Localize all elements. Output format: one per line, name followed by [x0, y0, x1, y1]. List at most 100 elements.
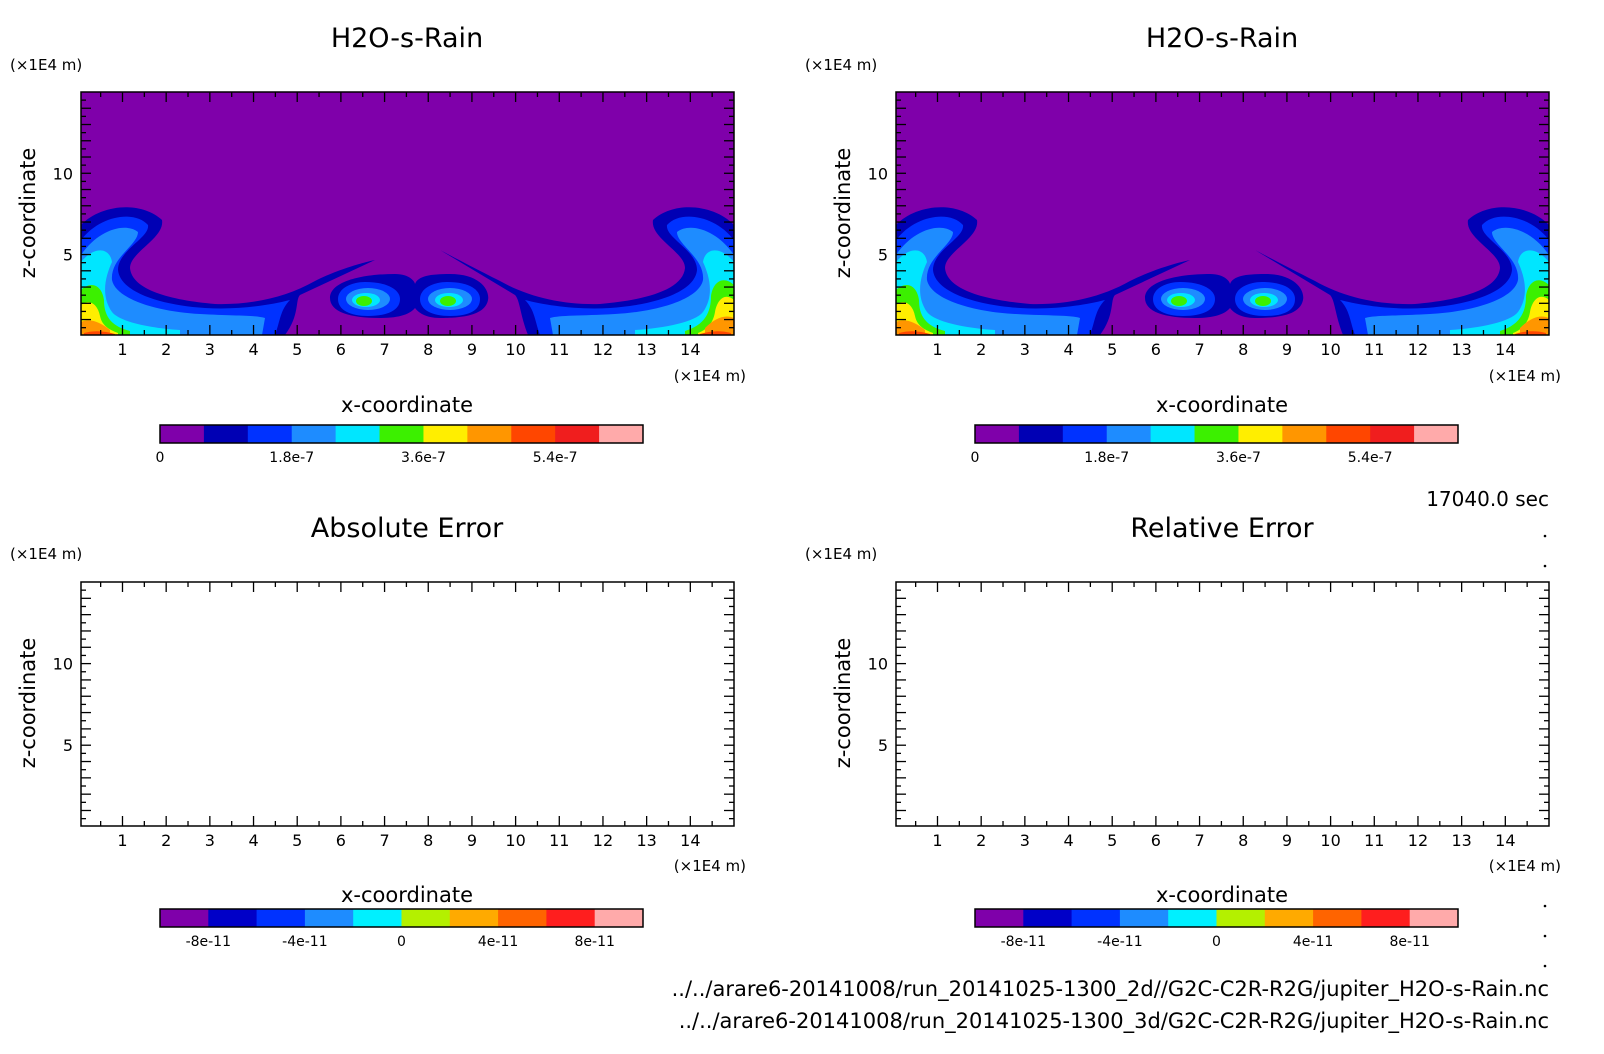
edge-dots [1543, 534, 1547, 968]
colorbar-swatch [975, 425, 1020, 443]
colorbar-tick-label: 0 [156, 450, 165, 466]
contour-band [1255, 296, 1271, 306]
x-tick-label: 11 [1364, 340, 1384, 359]
panel-rain-right: H2O-s-Rain (×1E4 m) 1 2 3 4 5 6 7 8 9 10 11 12 13 14 … [805, 23, 1561, 466]
colorbar-swatch [353, 909, 402, 927]
x-tick-label: 5 [292, 340, 302, 359]
x-tick-label: 2 [161, 340, 171, 359]
x-tick-label: 6 [1151, 340, 1161, 359]
x-axis-label: x-coordinate [1156, 393, 1288, 417]
colorbar-tick-label: -8e-11 [1001, 934, 1046, 950]
x-tick-label: 3 [1020, 340, 1030, 359]
colorbar-0: 0 1.8e-7 3.6e-7 5.4e-7 [156, 424, 644, 466]
x-tick-label: 4 [1063, 831, 1073, 850]
y-tick-label: 10 [53, 164, 73, 183]
rain-field [81, 92, 734, 335]
x-tick-label: 11 [1364, 831, 1384, 850]
x-tick-label: 13 [1451, 831, 1471, 850]
contour-band [550, 227, 734, 335]
panel-title: Relative Error [1130, 513, 1314, 544]
x-tick-label: 2 [161, 831, 171, 850]
x-tick-label: 5 [1107, 831, 1117, 850]
colorbar-swatch [594, 909, 644, 927]
contour-band [700, 331, 731, 335]
x-tick-label: 14 [1495, 340, 1515, 359]
colorbar-swatch [975, 909, 1024, 927]
x-unit-label: (×1E4 m) [674, 857, 746, 875]
panel-title: H2O-s-Rain [1146, 23, 1298, 54]
x-tick-label: 12 [1408, 340, 1428, 359]
contour-band [1365, 227, 1549, 335]
x-tick-label: 9 [1282, 340, 1292, 359]
colorbar-tick-label: 0 [397, 934, 406, 950]
plot-frame [80, 581, 735, 827]
x-ticks-2: 1 2 3 4 5 6 7 8 9 10 11 12 13 14 [100, 582, 713, 850]
rain-contours-0 [81, 92, 734, 335]
colorbar-tick-label: 1.8e-7 [269, 450, 314, 466]
panel-title: Absolute Error [311, 513, 504, 544]
x-unit-label: (×1E4 m) [1489, 367, 1561, 385]
x-tick-label: 4 [248, 340, 258, 359]
colorbar-swatch [555, 425, 600, 443]
colorbar-swatch [335, 425, 381, 443]
contour-band [84, 331, 115, 335]
colorbar-tick-label: -8e-11 [186, 934, 231, 950]
colorbar-tick-label: 0 [971, 450, 980, 466]
colorbar-1: 0 1.8e-7 3.6e-7 5.4e-7 [971, 424, 1459, 466]
x-tick-label: 10 [505, 340, 525, 359]
colorbar-tick-label: 4e-11 [478, 934, 518, 950]
colorbar-tick-label: 5.4e-7 [1348, 450, 1393, 466]
x-tick-label: 10 [1320, 831, 1340, 850]
colorbar-swatch [423, 425, 468, 443]
colorbar-tick-label: 4e-11 [1293, 934, 1333, 950]
x-tick-label: 11 [549, 831, 569, 850]
y-tick-label: 5 [878, 736, 888, 755]
y-unit-label: (×1E4 m) [10, 545, 82, 563]
y-ticks-1: 5 10 [868, 99, 1549, 329]
x-axis-label: x-coordinate [341, 883, 473, 907]
colorbar-swatch [449, 909, 499, 927]
y-tick-label: 10 [868, 655, 888, 674]
colorbar-tick-label: -4e-11 [282, 934, 327, 950]
colorbar-tick-label: 5.4e-7 [533, 450, 578, 466]
x-axis-label: x-coordinate [1156, 883, 1288, 907]
y-ticks-0: 5 10 [53, 99, 734, 329]
contour-band [440, 296, 456, 306]
x-tick-label: 9 [467, 340, 477, 359]
x-tick-label: 8 [1238, 340, 1248, 359]
x-tick-label: 8 [423, 340, 433, 359]
x-ticks-3: 1 2 3 4 5 6 7 8 9 10 11 12 13 14 [915, 582, 1528, 850]
colorbar-swatch [1018, 425, 1064, 443]
background-level [81, 92, 734, 335]
contour-band [81, 227, 265, 335]
colorbar-swatch [1216, 909, 1266, 927]
y-tick-label: 5 [878, 246, 888, 265]
x-tick-label: 11 [549, 340, 569, 359]
x-ticks-1: 1 2 3 4 5 6 7 8 9 10 11 12 13 14 [915, 92, 1528, 359]
x-tick-label: 8 [1238, 831, 1248, 850]
colorbar-swatch [379, 425, 424, 443]
rain-contours-1 [896, 92, 1549, 335]
contour-band [896, 320, 925, 335]
colorbar-swatch [1264, 909, 1314, 927]
colorbar-tick-label: 8e-11 [1390, 934, 1430, 950]
footer-path-2d: ../../arare6-20141008/run_20141025-1300_… [672, 977, 1549, 1002]
y-unit-label: (×1E4 m) [805, 545, 877, 563]
y-axis-label: z-coordinate [16, 148, 40, 279]
background-level [896, 92, 1549, 335]
x-unit-label: (×1E4 m) [1489, 857, 1561, 875]
colorbar-swatch [1194, 425, 1239, 443]
colorbar-swatch [1062, 425, 1108, 443]
x-tick-label: 2 [976, 831, 986, 850]
x-axis-label: x-coordinate [341, 393, 473, 417]
time-label: 17040.0 sec [1426, 487, 1549, 511]
x-tick-label: 14 [680, 831, 700, 850]
colorbar-swatch [1119, 909, 1169, 927]
x-tick-label: 14 [680, 340, 700, 359]
plot-frame [895, 581, 1550, 827]
y-tick-label: 10 [53, 655, 73, 674]
x-tick-label: 6 [336, 831, 346, 850]
x-tick-label: 4 [1063, 340, 1073, 359]
colorbar-3: -8e-11 -4e-11 0 4e-11 8e-11 [974, 908, 1459, 950]
colorbar-swatch [256, 909, 306, 927]
